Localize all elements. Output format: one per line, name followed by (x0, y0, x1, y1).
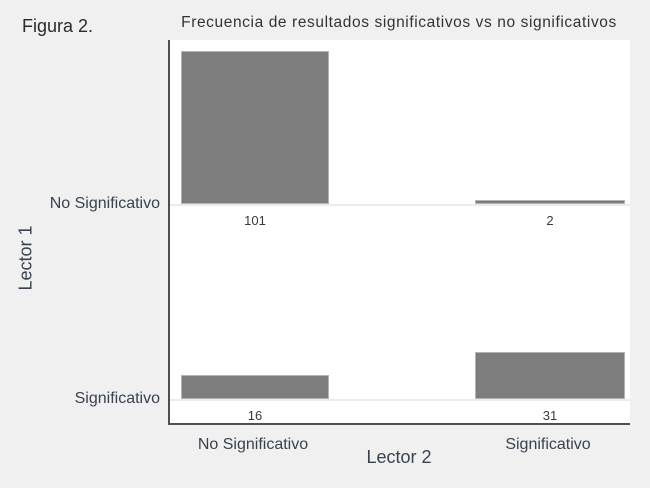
bar-value-label-r1-c1: 31 (542, 408, 558, 423)
bar-value-label-r0-c1: 2 (546, 213, 554, 228)
bar-value-label-r0-c0: 101 (244, 213, 266, 228)
figure-label: Figura 2. (22, 16, 94, 36)
y-tick-label-significativo: Significativo (74, 390, 160, 407)
chart-title: Frecuencia de resultados significativos … (181, 14, 617, 31)
y-axis-title: Lector 1 (15, 225, 36, 291)
bar-r0-c0 (181, 51, 329, 204)
bar-r0-c1 (475, 200, 625, 204)
plot-panel: 101 2 16 31 (168, 40, 630, 425)
bar-value-label-r1-c0: 16 (247, 408, 263, 423)
bar-r1-c0 (181, 375, 329, 399)
x-tick-label-no-significativo: No Significativo (197, 436, 309, 453)
row-baseline-bottom (170, 399, 630, 401)
y-tick-label-no-significativo: No Significativo (49, 195, 160, 212)
bar-r1-c1 (475, 352, 625, 399)
x-tick-label-significativo: Significativo (505, 436, 591, 453)
x-axis-title: Lector 2 (366, 447, 432, 467)
row-baseline-top (170, 204, 630, 206)
